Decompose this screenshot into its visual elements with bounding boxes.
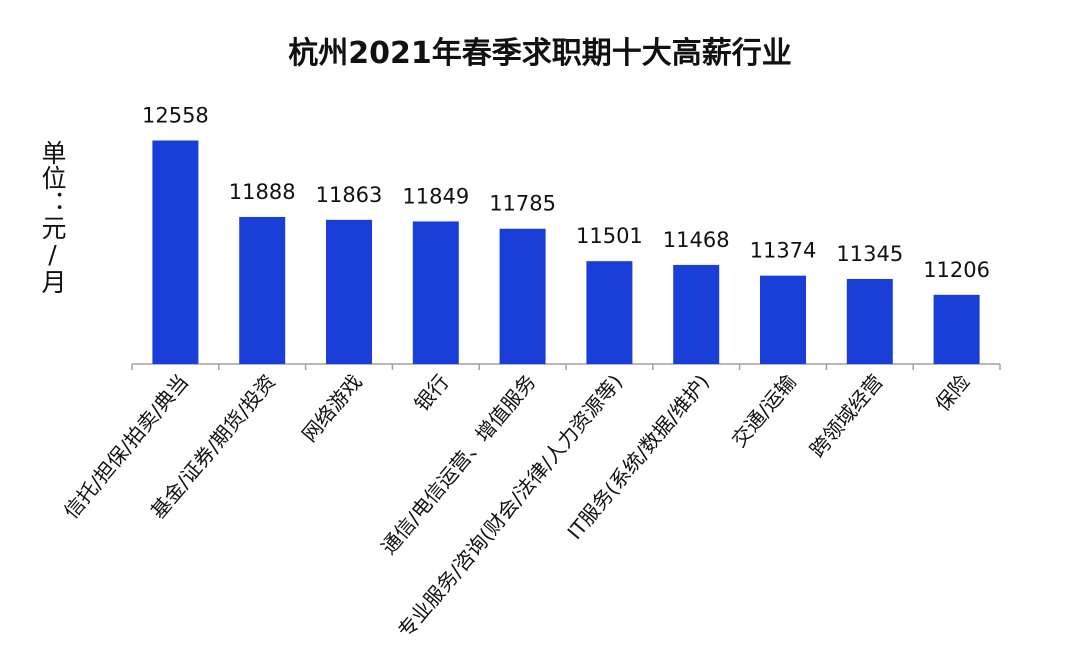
data-label: 11374 <box>750 239 817 263</box>
data-label: 11468 <box>663 228 730 252</box>
data-label: 11345 <box>836 242 903 266</box>
category-label: 跨领域经营 <box>805 370 888 462</box>
bar <box>673 264 720 364</box>
data-label: 11206 <box>923 258 990 282</box>
bar <box>760 275 806 364</box>
category-label: 交通/运输 <box>727 370 801 452</box>
data-label: 11863 <box>316 183 383 207</box>
data-label: 11501 <box>576 224 643 248</box>
category-label: IT服务(系统/数据/维护) <box>562 370 714 544</box>
category-label: 保险 <box>930 370 974 416</box>
category-label: 通信/电信运营、增值服务 <box>376 370 540 559</box>
y-axis-label: 单位：元/月 <box>38 140 67 294</box>
bar <box>326 219 372 364</box>
bar <box>412 221 459 364</box>
bar <box>499 228 546 364</box>
chart-title: 杭州2021年春季求职期十大高薪行业 <box>288 36 792 71</box>
bar <box>586 261 633 364</box>
data-label: 11785 <box>489 192 556 216</box>
bar <box>933 294 980 364</box>
data-label: 11849 <box>402 184 469 208</box>
bar <box>239 216 286 364</box>
data-label: 12558 <box>142 104 209 128</box>
category-label: 网络游戏 <box>297 370 367 447</box>
bar <box>152 140 199 364</box>
data-label: 11888 <box>229 180 296 204</box>
category-label: 银行 <box>410 370 454 416</box>
bar <box>846 278 893 364</box>
